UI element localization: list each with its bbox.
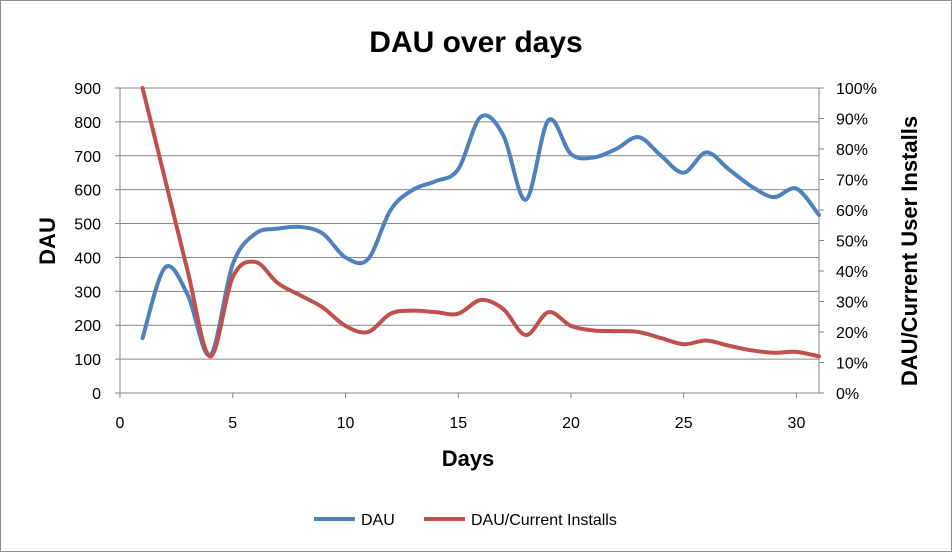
y2-tick-label: 40% [836,264,868,281]
y-tick-label: 700 [74,149,101,166]
y2-tick-label: 20% [836,325,868,342]
y2-axis-title: DAU/Current User Installs [897,116,922,386]
y2-tick-label: 100% [836,81,877,98]
axes [115,87,824,398]
y2-tick-label: 0% [836,386,859,403]
gridlines [120,87,819,360]
x-tick-label: 5 [228,415,237,432]
series-lines [140,86,821,359]
y2-tick-label: 60% [836,203,868,220]
y-tick-label: 900 [74,81,101,98]
tick-labels: 01002003004005006007008009000%10%20%30%4… [74,81,877,432]
legend-label: DAU [361,512,395,529]
x-tick-label: 0 [116,415,125,432]
y-tick-label: 300 [74,284,101,301]
y2-tick-label: 90% [836,112,868,129]
x-tick-label: 10 [337,415,355,432]
y-tick-label: 800 [74,115,101,132]
x-tick-label: 15 [449,415,467,432]
y-tick-label: 100 [74,352,101,369]
x-tick-label: 30 [788,415,806,432]
y2-tick-label: 80% [836,142,868,159]
y-axis-title: DAU [35,217,60,265]
x-tick-label: 20 [562,415,580,432]
series-line-dau-current-installs [140,86,821,359]
legend-label: DAU/Current Installs [471,512,617,529]
y2-tick-label: 10% [836,356,868,373]
y2-tick-label: 30% [836,295,868,312]
y-tick-label: 500 [74,217,101,234]
x-tick-label: 25 [675,415,693,432]
legend: DAU DAU/Current Installs [314,512,617,529]
x-axis-title: Days [442,446,495,471]
y-tick-label: 0 [92,386,101,403]
y2-tick-label: 50% [836,234,868,251]
y-tick-label: 600 [74,183,101,200]
y-tick-label: 400 [74,250,101,267]
series-line-dau [140,113,821,358]
y-tick-label: 200 [74,318,101,335]
chart-title: DAU over days [369,26,582,59]
y2-tick-label: 70% [836,173,868,190]
